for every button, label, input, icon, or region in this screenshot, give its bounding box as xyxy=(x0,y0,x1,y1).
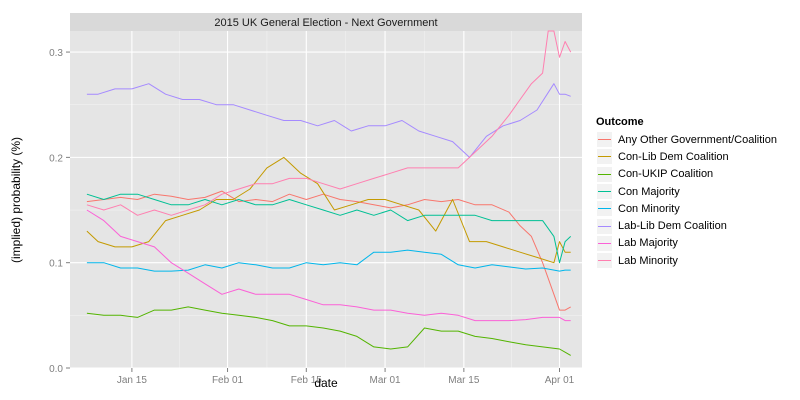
legend-swatch xyxy=(598,208,611,210)
series-line xyxy=(86,156,571,264)
x-tick-label: Apr 01 xyxy=(545,375,575,386)
legend-swatch xyxy=(598,191,611,193)
legend-item: Con Minority xyxy=(596,200,777,218)
series-line xyxy=(86,306,571,356)
legend-key xyxy=(596,148,613,166)
x-tick-label: Mar 01 xyxy=(370,375,402,386)
x-tick-label: Feb 01 xyxy=(212,375,244,386)
y-tick-label: 0.3 xyxy=(49,48,63,59)
legend-label: Lab-Lib Dem Coalition xyxy=(618,220,727,233)
legend-key xyxy=(596,234,613,252)
legend-key xyxy=(596,131,613,149)
legend-item: Lab Minority xyxy=(596,252,777,270)
legend-swatch xyxy=(598,260,611,262)
legend-label: Con-Lib Dem Coalition xyxy=(618,150,729,163)
legend-title: Outcome xyxy=(596,116,644,128)
legend: Outcome Any Other Government/Coalition Co… xyxy=(596,116,777,270)
chart-title: 2015 UK General Election - Next Governme… xyxy=(214,17,437,29)
x-tick-label: Mar 15 xyxy=(448,375,480,386)
legend-swatch xyxy=(598,139,611,141)
legend-label: Lab Minority xyxy=(618,254,678,267)
series-line xyxy=(86,249,571,272)
legend-label: Con Majority xyxy=(618,185,680,198)
legend-label: Con-UKIP Coalition xyxy=(618,168,714,181)
series-lines xyxy=(86,30,572,356)
axes: 0.0 0.1 0.2 0.3 Jan 15 Feb 01 Feb 15 Mar 01 Mar … xyxy=(49,48,575,386)
legend-swatch xyxy=(598,173,611,175)
legend-key xyxy=(596,200,613,218)
legend-item: Con-Lib Dem Coalition xyxy=(596,148,777,166)
y-tick-label: 0.0 xyxy=(49,364,63,375)
series-line xyxy=(86,190,571,311)
legend-items: Any Other Government/Coalition Con-Lib De… xyxy=(596,131,777,270)
legend-key xyxy=(596,165,613,183)
plot-panel xyxy=(70,31,582,368)
legend-swatch xyxy=(598,156,611,158)
y-tick-label: 0.1 xyxy=(49,259,63,270)
legend-key xyxy=(596,183,613,201)
legend-item: Any Other Government/Coalition xyxy=(596,131,777,149)
legend-label: Any Other Government/Coalition xyxy=(618,133,777,146)
legend-item: Con Majority xyxy=(596,183,777,201)
legend-key xyxy=(596,252,613,270)
legend-swatch xyxy=(598,225,611,227)
x-tick-label: Feb 15 xyxy=(291,375,323,386)
y-axis-label: (implied) probability (%) xyxy=(9,137,23,263)
series-line xyxy=(86,83,571,158)
legend-swatch xyxy=(598,242,611,244)
legend-item: Lab-Lib Dem Coalition xyxy=(596,217,777,235)
series-line xyxy=(86,193,572,264)
legend-item: Lab Majority xyxy=(596,234,777,252)
legend-item: Con-UKIP Coalition xyxy=(596,165,777,183)
title-strip xyxy=(70,13,582,31)
series-line xyxy=(86,209,571,322)
legend-label: Con Minority xyxy=(618,202,680,215)
x-axis-label: date xyxy=(314,376,338,390)
series-line xyxy=(86,30,572,216)
legend-key xyxy=(596,217,613,235)
x-tick-label: Jan 15 xyxy=(117,375,147,386)
legend-label: Lab Majority xyxy=(618,237,678,250)
y-tick-label: 0.2 xyxy=(49,153,63,164)
